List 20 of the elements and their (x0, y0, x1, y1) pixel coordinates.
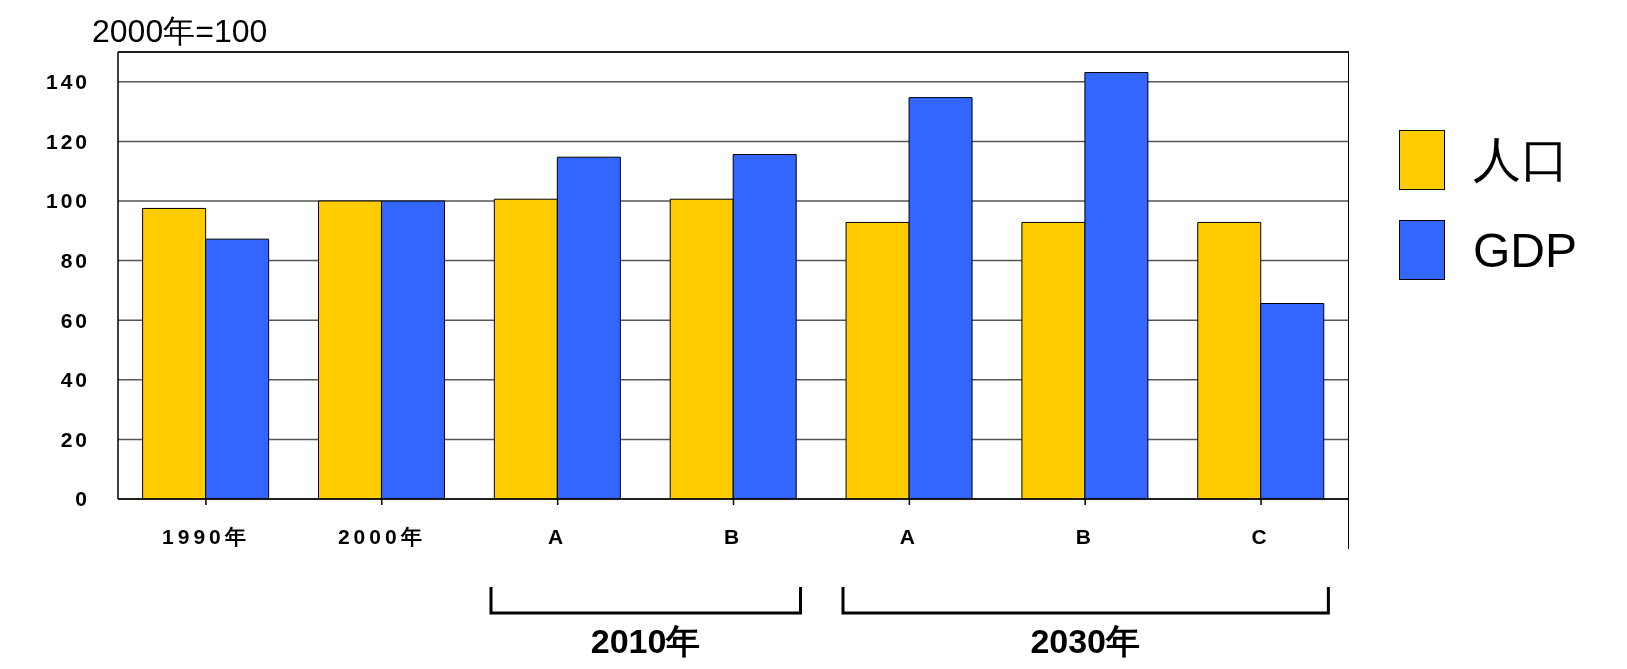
y-tick-label: 120 (45, 129, 90, 153)
y-tick-label: 0 (75, 487, 90, 511)
x-tick-label: C (1251, 524, 1271, 548)
y-tick-label: 80 (60, 249, 90, 273)
y-tick-label: 40 (60, 368, 90, 392)
x-tick-label: A (548, 524, 568, 548)
text: 2010年 (589, 621, 702, 662)
text: 2030年 (1029, 621, 1142, 662)
x-tick-label: 2000年 (337, 524, 426, 548)
y-tick-label: 140 (45, 70, 90, 94)
y-axis-title: 2000年=100 (92, 12, 268, 51)
legend-label: 人口 (1473, 132, 1569, 188)
legend-label: GDP (1473, 222, 1578, 278)
y-tick-label: 60 (60, 308, 90, 332)
y-tick-label: 100 (45, 189, 90, 213)
x-tick-label: B (1075, 524, 1095, 548)
y-tick-label: 20 (60, 427, 90, 451)
x-tick-label: B (723, 524, 744, 548)
x-tick-label: A (899, 524, 919, 548)
x-tick-label: 1990年 (162, 524, 250, 548)
